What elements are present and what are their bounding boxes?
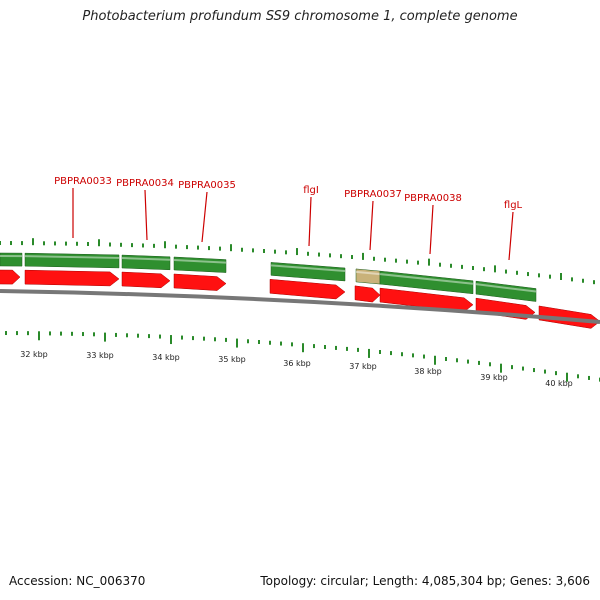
cds-arrow	[379, 287, 474, 313]
gene-track-green	[0, 252, 537, 302]
scale-label: 38 kbp	[414, 367, 442, 376]
gene-label: PBPRA0033	[54, 176, 112, 187]
genome-summary-text: Topology: circular; Length: 4,085,304 bp…	[260, 574, 590, 588]
gene-highlight	[355, 270, 381, 276]
gene-label: flgI	[303, 185, 319, 196]
gene-block	[475, 280, 537, 302]
outer-tick-track	[0, 238, 595, 285]
cds-arrow	[269, 279, 346, 300]
gene-label-leader	[508, 211, 514, 261]
cds-arrow	[24, 269, 120, 287]
scale-label: 34 kbp	[152, 353, 180, 362]
accession-text: Accession: NC_006370	[9, 574, 146, 588]
scale-label: 39 kbp	[480, 373, 508, 382]
gene-block	[173, 256, 227, 273]
inner-tick-track	[5, 331, 600, 382]
cds-arrow	[354, 285, 381, 303]
gene-block	[0, 252, 23, 267]
gene-label: PBPRA0035	[178, 180, 236, 191]
scale-label: 35 kbp	[218, 355, 246, 364]
gene-highlight	[270, 264, 346, 272]
cds-arrow	[0, 269, 21, 285]
scale-label: 36 kbp	[283, 359, 311, 368]
gene-block	[270, 262, 346, 282]
scale-label: 40 kbp	[545, 379, 573, 388]
map-title: Photobacterium profundum SS9 chromosome …	[82, 9, 518, 24]
cds-track-red	[0, 269, 600, 329]
genome-backbone	[0, 289, 600, 324]
gene-highlight	[379, 273, 474, 285]
kbp-scale-layer: 32 kbp 33 kbp 34 kbp 35 kbp 36 kbp 37 kbp 38 k…	[20, 350, 573, 388]
gene-label: PBPRA0037	[344, 189, 402, 200]
gene-highlight	[475, 283, 537, 293]
gene-label: PBPRA0038	[404, 193, 462, 204]
gene-label-leader	[369, 200, 374, 251]
cds-arrow	[173, 273, 227, 291]
gene-label: PBPRA0034	[116, 178, 174, 189]
gene-label-layer: PBPRA0033 PBPRA0034 PBPRA0035 flgI PBPRA0037…	[54, 176, 523, 261]
scale-label: 32 kbp	[20, 350, 48, 359]
gene-label-leader	[201, 191, 208, 243]
gene-highlight	[24, 255, 120, 259]
scale-label: 33 kbp	[86, 351, 114, 360]
gene-block	[24, 252, 120, 269]
gene-block	[121, 254, 171, 271]
gene-label: flgL	[504, 200, 523, 211]
cds-arrow	[121, 271, 171, 289]
gene-block	[379, 270, 474, 295]
gene-label-leader	[308, 196, 312, 247]
scale-label: 37 kbp	[349, 362, 377, 371]
pseudo-gene-block	[355, 268, 381, 285]
gene-label-leader	[429, 204, 434, 255]
gene-highlight	[173, 258, 227, 264]
gene-highlight	[121, 257, 171, 261]
gene-label-leader	[144, 189, 148, 241]
